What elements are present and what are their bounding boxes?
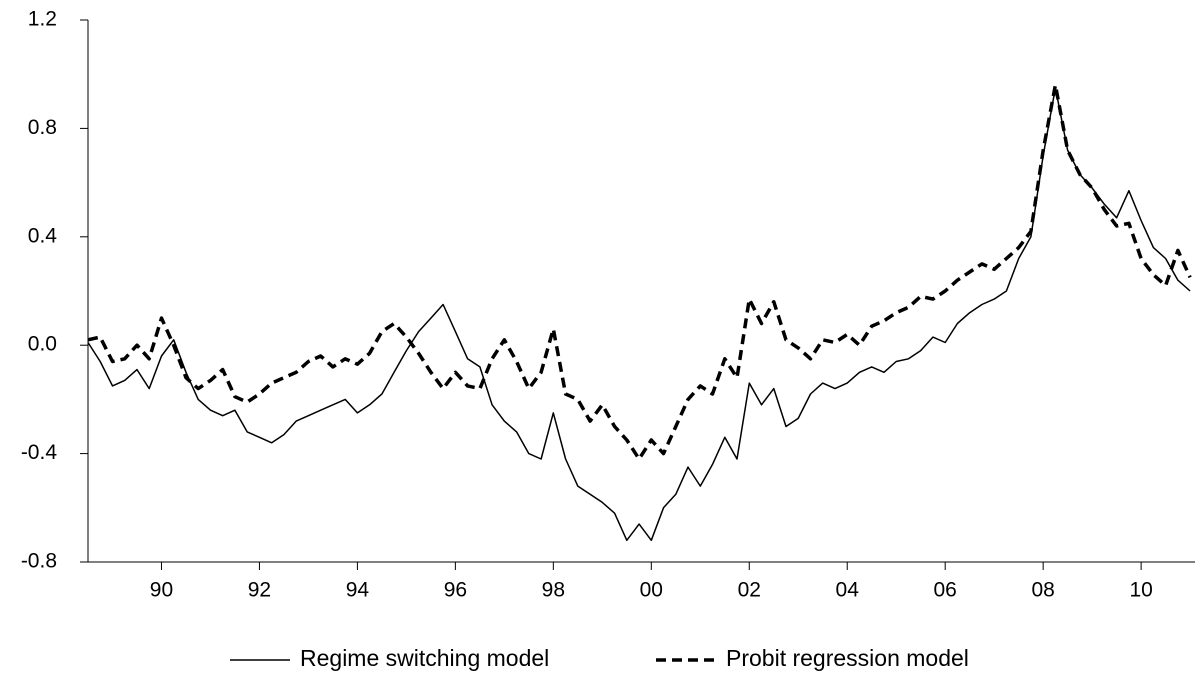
y-tick-label: 1.2 — [28, 8, 57, 31]
x-tick-label: 94 — [346, 579, 370, 602]
series-line — [87, 87, 1191, 542]
x-tick-label: 06 — [934, 579, 957, 602]
legend-label: Regime switching model — [300, 645, 549, 671]
x-tick-label: 98 — [542, 579, 565, 602]
y-tick-label: -0.4 — [21, 441, 58, 464]
y-tick-label: 0.0 — [28, 333, 57, 356]
x-tick-label: 02 — [738, 579, 761, 602]
legend-label: Probit regression model — [726, 645, 969, 671]
x-tick-label: 96 — [444, 579, 467, 602]
y-tick-label: 0.8 — [28, 116, 57, 139]
y-tick-label: 0.4 — [28, 224, 58, 247]
x-tick-label: 00 — [640, 579, 663, 602]
series-line — [87, 83, 1192, 461]
x-tick-label: 04 — [836, 579, 860, 602]
x-tick-label: 10 — [1129, 579, 1152, 602]
x-tick-label: 08 — [1031, 579, 1054, 602]
x-tick-label: 90 — [150, 579, 173, 602]
y-tick-label: -0.8 — [21, 550, 57, 573]
x-tick-label: 92 — [248, 579, 271, 602]
